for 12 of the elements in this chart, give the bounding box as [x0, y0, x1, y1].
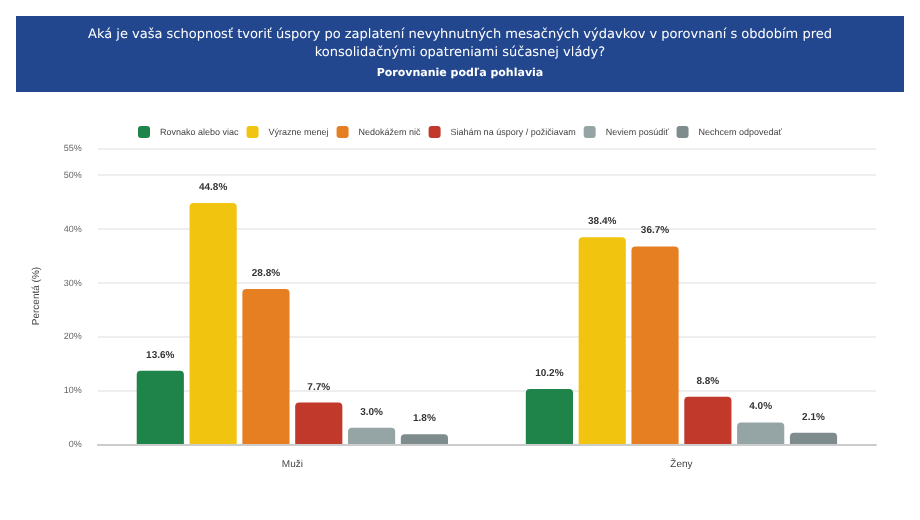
- bar: [578, 237, 626, 444]
- bar: [631, 246, 679, 444]
- bar: [525, 389, 573, 444]
- bar: [789, 432, 838, 444]
- bar: [136, 370, 184, 444]
- bar: [737, 422, 785, 444]
- bar: [295, 402, 343, 444]
- bar: [684, 396, 732, 444]
- bar: [400, 434, 448, 444]
- bar: [189, 202, 237, 444]
- bar: [242, 289, 290, 444]
- bar: [348, 427, 396, 444]
